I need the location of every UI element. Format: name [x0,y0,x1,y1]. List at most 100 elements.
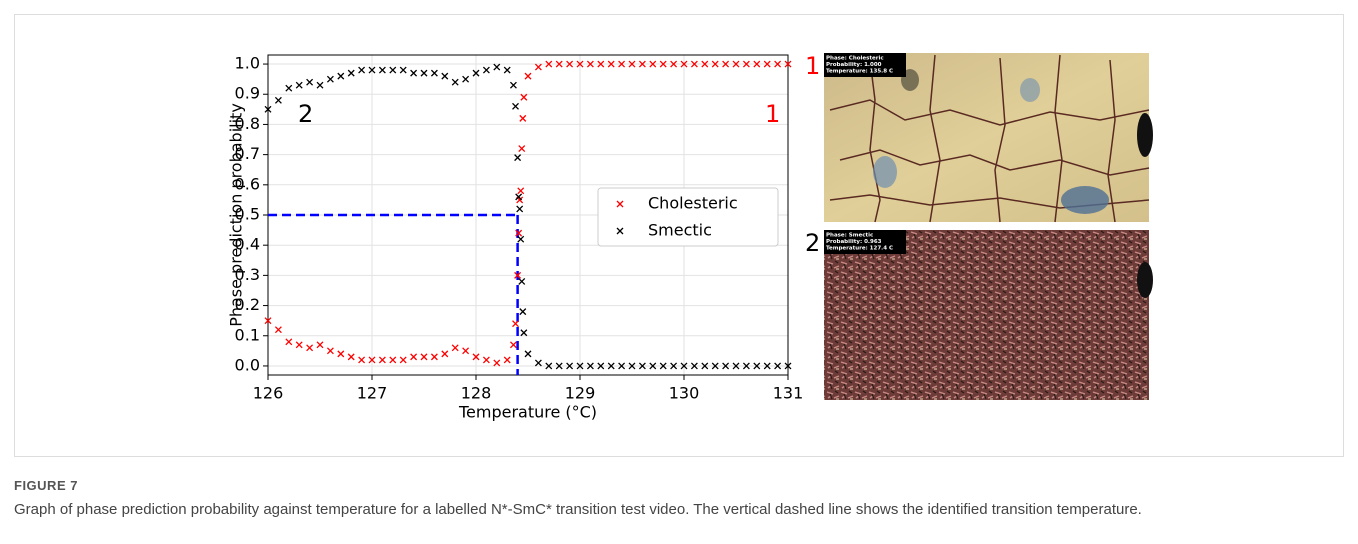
y-tick-label: 0.5 [235,205,260,224]
y-tick-label: 0.0 [235,355,260,374]
marker [517,187,525,195]
marker [555,362,563,370]
marker [378,356,386,364]
marker [516,205,524,213]
marker [555,60,563,68]
marker [711,60,719,68]
marker [358,356,366,364]
marker [503,356,511,364]
overlay-text: Probability: 1.000 [826,62,882,68]
marker [462,75,470,83]
overlay-text: Phase: Cholesteric [826,56,884,62]
marker [534,359,542,367]
caption-label: FIGURE 7 [14,478,78,493]
marker [512,320,519,328]
marker [389,66,397,74]
marker [649,60,657,68]
y-tick-label: 0.6 [235,174,260,193]
y-tick-label: 0.9 [235,84,260,103]
x-tick-label: 128 [461,384,492,403]
marker [326,347,334,355]
marker [576,60,584,68]
marker [519,114,527,122]
marker [410,69,418,77]
marker [618,60,626,68]
marker [441,72,449,80]
y-tick-label: 0.1 [235,325,260,344]
legend-label: Cholesteric [648,194,738,213]
marker [347,353,355,361]
marker [518,145,526,153]
marker [493,63,501,71]
x-tick-label: 126 [253,384,284,403]
marker [472,353,480,361]
marker [711,362,719,370]
marker [524,350,532,358]
marker [742,362,750,370]
marker [389,356,397,364]
marker [517,235,525,243]
marker [732,362,740,370]
x-tick-label: 129 [565,384,596,403]
overlay-text: Temperature: 135.8 C [826,69,893,75]
figure: 0.0 0.1 0.2 0.3 0.4 0.5 0.6 0.7 0.8 0.9 1.0 126 127 1… [14,14,1344,457]
marker [420,69,428,77]
overlay-text: Phase: Smectic [826,233,873,239]
panel-label: 2 [805,229,820,257]
y-tick-label: 0.7 [235,144,260,163]
marker [316,81,324,89]
marker [503,66,511,74]
marker [732,60,740,68]
micrographs [824,53,1153,400]
marker [410,353,418,361]
marker [701,362,709,370]
marker [545,60,553,68]
marker [638,362,646,370]
marker [337,72,345,80]
overlay-text: Probability: 0.963 [826,239,882,245]
legend-label: Smectic [648,221,712,240]
marker [378,66,386,74]
panel-label: 1 [805,52,820,80]
marker [520,93,528,101]
y-tick-label: 0.3 [235,265,260,284]
marker [519,308,527,316]
marker [566,60,574,68]
marker [274,96,282,104]
y-tick-label: 1.0 [235,54,260,73]
marker [441,350,449,358]
marker [774,362,782,370]
overlay-box [824,230,906,254]
overlay-text: Temperature: 127.4 C [826,246,893,252]
marker [518,277,526,285]
x-tick-label: 127 [357,384,388,403]
marker [628,60,636,68]
marker [264,105,272,113]
marker [285,84,293,92]
marker [628,362,636,370]
marker [597,362,605,370]
marker [722,60,730,68]
marker [607,362,615,370]
marker [337,350,345,358]
marker [472,69,480,77]
marker [451,344,459,352]
marker [784,60,792,68]
marker [607,60,615,68]
marker [753,362,761,370]
legend-box [597,187,779,247]
marker [368,356,376,364]
marker [368,66,376,74]
y-tick-label: 0.8 [235,114,260,133]
marker [763,362,771,370]
marker [274,326,282,334]
marker [722,362,730,370]
marker [670,60,678,68]
marker [659,362,667,370]
y-axis-label: Phase prediction probability [227,103,246,327]
marker [586,60,594,68]
marker [638,60,646,68]
marker [430,69,438,77]
marker [784,362,792,370]
marker [618,362,626,370]
